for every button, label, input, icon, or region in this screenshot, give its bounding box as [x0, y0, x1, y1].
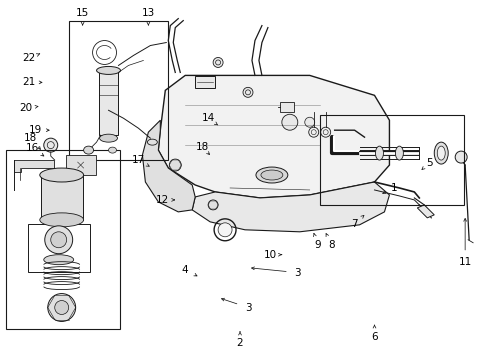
Text: 2: 2: [236, 338, 243, 348]
Bar: [68, 21, 168, 160]
Text: 13: 13: [142, 8, 155, 18]
Bar: [319, 115, 463, 205]
Text: 16: 16: [26, 143, 40, 153]
Ellipse shape: [375, 146, 383, 160]
Text: 4: 4: [182, 265, 188, 275]
Bar: [6, 150, 120, 329]
Text: 8: 8: [327, 240, 334, 250]
Circle shape: [208, 200, 218, 210]
Polygon shape: [416, 205, 433, 218]
Text: 15: 15: [76, 8, 89, 18]
Bar: [195, 76, 215, 88]
Ellipse shape: [395, 146, 403, 160]
Circle shape: [454, 151, 466, 163]
Text: 9: 9: [314, 240, 321, 250]
Circle shape: [44, 138, 58, 152]
Bar: [65, 155, 95, 175]
Text: 20: 20: [19, 103, 32, 113]
Text: 12: 12: [155, 195, 168, 205]
Ellipse shape: [44, 255, 74, 265]
Circle shape: [55, 301, 68, 315]
Text: 18: 18: [195, 142, 208, 152]
Circle shape: [243, 87, 252, 97]
Text: 6: 6: [370, 332, 377, 342]
Text: 21: 21: [22, 77, 36, 87]
Text: 3: 3: [244, 302, 251, 312]
Text: 5: 5: [425, 158, 432, 168]
Polygon shape: [14, 160, 54, 172]
Polygon shape: [142, 120, 195, 212]
Ellipse shape: [108, 147, 116, 153]
Text: 1: 1: [390, 183, 397, 193]
Ellipse shape: [96, 67, 120, 75]
Text: 22: 22: [22, 54, 36, 63]
Circle shape: [48, 293, 76, 321]
Text: 11: 11: [458, 257, 471, 267]
Bar: [99, 71, 118, 135]
Text: 14: 14: [201, 113, 214, 123]
Ellipse shape: [83, 146, 93, 154]
Circle shape: [218, 223, 232, 237]
Text: 10: 10: [263, 250, 276, 260]
Text: 18: 18: [24, 133, 38, 143]
Polygon shape: [158, 75, 388, 198]
Ellipse shape: [40, 213, 83, 227]
Ellipse shape: [100, 134, 117, 142]
Ellipse shape: [436, 146, 444, 160]
Circle shape: [51, 232, 66, 248]
Ellipse shape: [261, 170, 282, 180]
Text: 3: 3: [294, 267, 301, 278]
Circle shape: [213, 58, 223, 67]
Circle shape: [281, 114, 297, 130]
Bar: [28, 224, 89, 272]
Ellipse shape: [147, 139, 157, 145]
Circle shape: [169, 159, 181, 171]
Text: 19: 19: [29, 125, 42, 135]
Bar: [41, 175, 82, 220]
Circle shape: [304, 117, 314, 127]
Ellipse shape: [40, 168, 83, 182]
Circle shape: [320, 127, 330, 137]
Ellipse shape: [433, 142, 447, 164]
Bar: [279, 102, 293, 112]
Text: 7: 7: [350, 219, 357, 229]
Polygon shape: [192, 182, 388, 232]
Circle shape: [308, 127, 318, 137]
Circle shape: [45, 226, 73, 254]
Ellipse shape: [255, 167, 287, 183]
Text: 17: 17: [132, 155, 145, 165]
